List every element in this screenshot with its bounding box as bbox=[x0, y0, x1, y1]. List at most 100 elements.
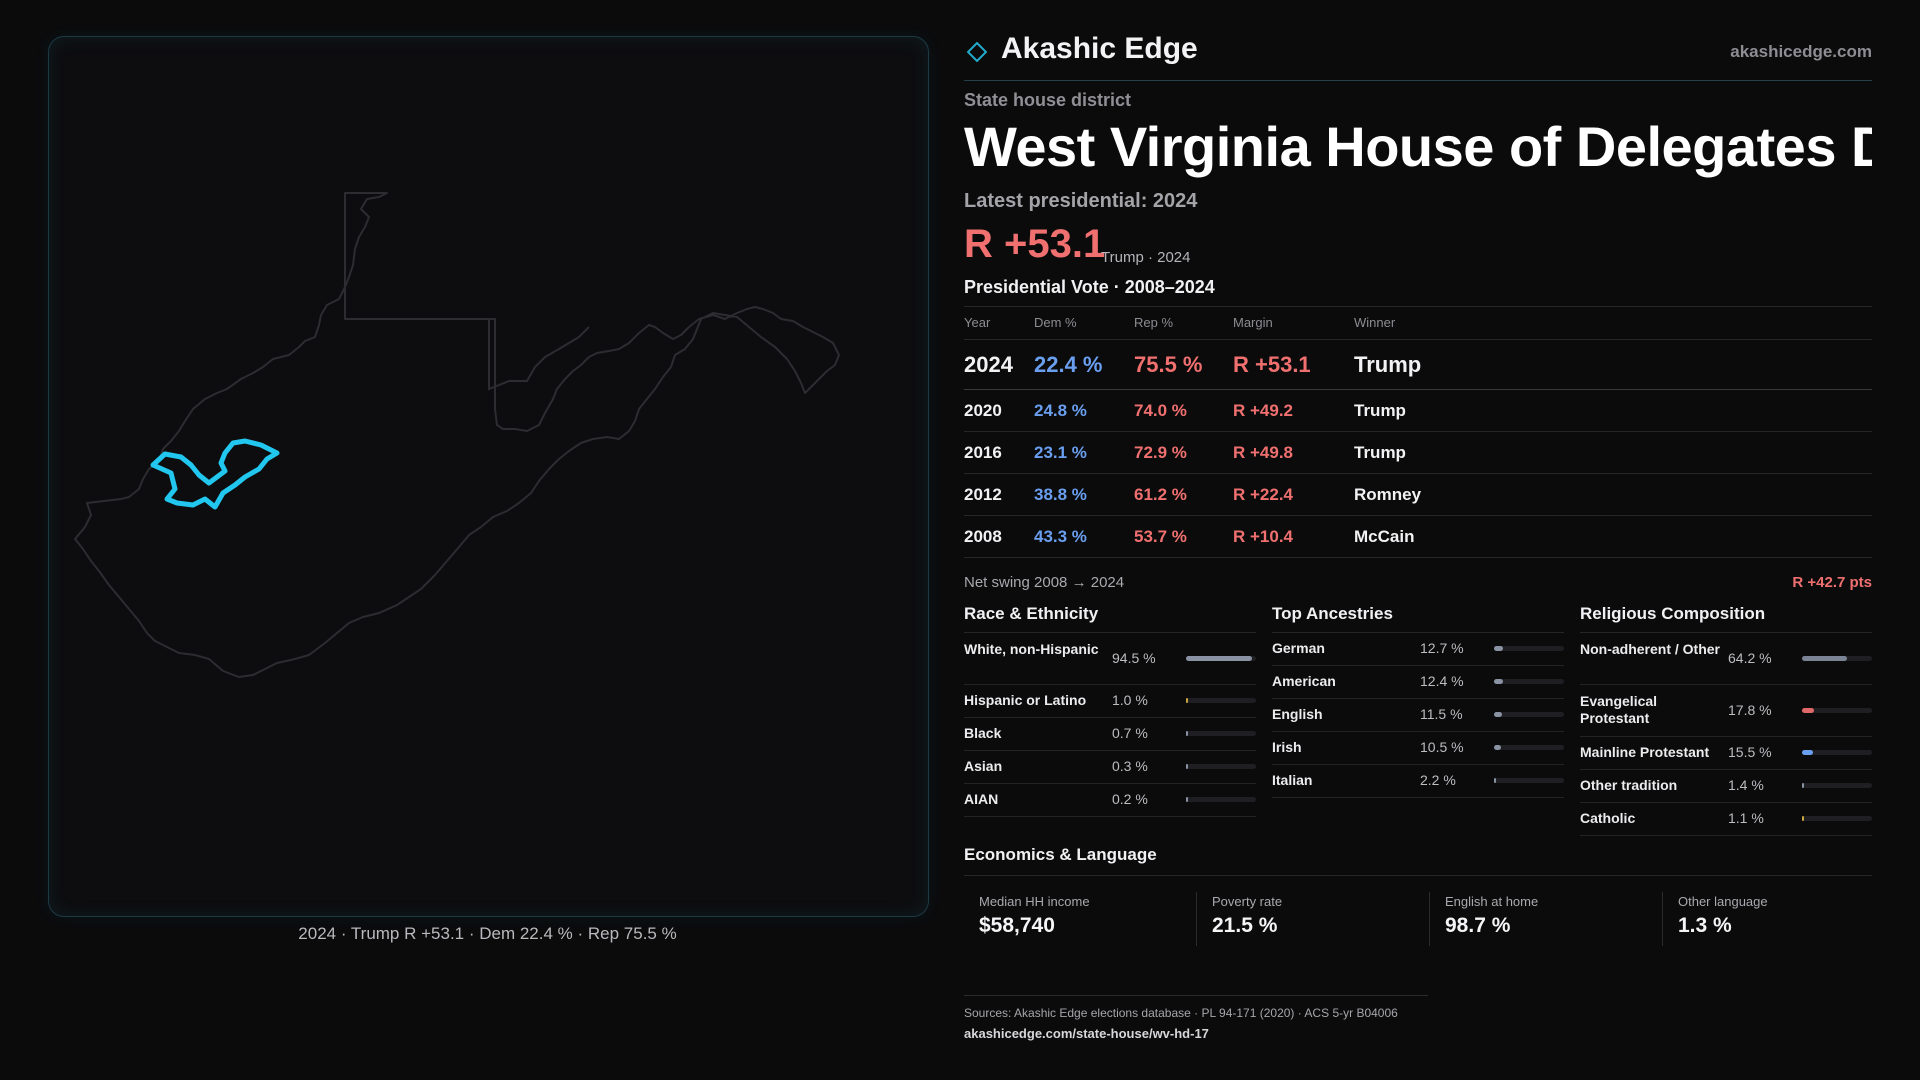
bar-fill bbox=[1802, 708, 1815, 713]
bar-fill bbox=[1494, 712, 1503, 717]
ancestry-bar bbox=[1494, 679, 1564, 684]
religion-label: Catholic bbox=[1580, 810, 1636, 826]
bar-fill bbox=[1802, 750, 1813, 755]
row-winner: Romney bbox=[1354, 485, 1422, 504]
col-dem: Dem % bbox=[1034, 315, 1077, 330]
row-winner: McCain bbox=[1354, 527, 1415, 546]
table-row: 2008 43.3 % 53.7 % R +10.4 McCain bbox=[964, 516, 1872, 558]
bar-fill bbox=[1494, 679, 1503, 684]
row-rep: 61.2 % bbox=[1134, 485, 1187, 504]
race-label: Hispanic or Latino bbox=[964, 692, 1087, 708]
district-type: State house district bbox=[964, 90, 1132, 110]
row-dem: 23.1 % bbox=[1034, 443, 1087, 462]
religion-label: Non-adherent / Other bbox=[1580, 641, 1721, 657]
religion-title: Religious Composition bbox=[1580, 602, 1872, 633]
econ-value: 1.3 % bbox=[1678, 914, 1732, 937]
bar-fill bbox=[1802, 783, 1804, 788]
race-label: Asian bbox=[964, 758, 1003, 774]
list-item: Hispanic or Latino 1.0 % bbox=[964, 685, 1256, 718]
ancestry-bar bbox=[1494, 646, 1564, 651]
district-outline[interactable] bbox=[150, 438, 280, 510]
list-item: Asian 0.3 % bbox=[964, 751, 1256, 784]
bar-fill bbox=[1802, 816, 1804, 821]
ancestry-value: 12.4 % bbox=[1420, 673, 1464, 689]
econ-label: English at home bbox=[1445, 894, 1539, 909]
col-winner: Winner bbox=[1354, 315, 1396, 330]
econ-value: 21.5 % bbox=[1212, 914, 1278, 937]
row-rep: 75.5 % bbox=[1134, 352, 1203, 377]
row-rep: 53.7 % bbox=[1134, 527, 1187, 546]
ancestry-bar bbox=[1494, 712, 1564, 717]
religion-bar bbox=[1802, 750, 1872, 755]
col-year: Year bbox=[964, 315, 991, 330]
col-rep: Rep % bbox=[1134, 315, 1174, 330]
econ-label: Median HH income bbox=[979, 894, 1090, 909]
brand-name[interactable]: Akashic Edge bbox=[1001, 32, 1198, 65]
row-dem: 22.4 % bbox=[1034, 352, 1103, 377]
table-row: 2016 23.1 % 72.9 % R +49.8 Trump bbox=[964, 432, 1872, 474]
ancestry-title: Top Ancestries bbox=[1272, 602, 1564, 633]
map-panel[interactable] bbox=[48, 36, 929, 917]
ancestry-value: 12.7 % bbox=[1420, 640, 1464, 656]
religion-value: 17.8 % bbox=[1728, 702, 1772, 718]
page-title: West Virginia House of Delegates Distr bbox=[964, 115, 1872, 178]
table-header: Year Dem % Rep % Margin Winner bbox=[964, 307, 1872, 340]
econ-stat: Median HH income $58,740 bbox=[964, 892, 1196, 948]
row-dem: 43.3 % bbox=[1034, 527, 1087, 546]
footer-link[interactable]: akashicedge.com/state-house/wv-hd-17 bbox=[964, 1026, 1209, 1041]
ancestry-value: 10.5 % bbox=[1420, 739, 1464, 755]
religion-label: Other tradition bbox=[1580, 777, 1678, 793]
vote-history-title: Presidential Vote · 2008–2024 bbox=[964, 277, 1215, 297]
list-item: Other tradition 1.4 % bbox=[1580, 770, 1872, 803]
bar-fill bbox=[1494, 745, 1502, 750]
brand-header: Akashic Edge akashicedge.com bbox=[964, 30, 1872, 81]
bar-fill bbox=[1802, 656, 1847, 661]
state-panhandle-edge bbox=[344, 193, 590, 391]
brand-url[interactable]: akashicedge.com bbox=[1730, 42, 1872, 61]
bar-fill bbox=[1494, 778, 1496, 783]
row-year: 2016 bbox=[964, 443, 1002, 462]
religion-label: Evangelical Protestant bbox=[1580, 693, 1658, 726]
race-label: Black bbox=[964, 725, 1002, 741]
divider bbox=[1662, 892, 1663, 946]
ancestry-bar bbox=[1494, 778, 1564, 783]
race-ethnicity-title: Race & Ethnicity bbox=[964, 602, 1256, 633]
row-margin: R +53.1 bbox=[1233, 352, 1311, 377]
race-value: 1.0 % bbox=[1112, 692, 1148, 708]
religion-value: 1.4 % bbox=[1728, 777, 1764, 793]
row-winner: Trump bbox=[1354, 401, 1406, 420]
bar-fill bbox=[1186, 731, 1188, 736]
state-map bbox=[74, 192, 840, 678]
latest-presidential-label: Latest presidential: 2024 bbox=[964, 190, 1198, 212]
row-year: 2012 bbox=[964, 485, 1002, 504]
econ-stat: Other language 1.3 % bbox=[1663, 892, 1872, 948]
state-outline bbox=[74, 192, 840, 678]
table-row: 2020 24.8 % 74.0 % R +49.2 Trump bbox=[964, 390, 1872, 432]
race-bar bbox=[1186, 764, 1256, 769]
map-caption: 2024 · Trump R +53.1 · Dem 22.4 % · Rep … bbox=[298, 924, 677, 943]
ancestry-section: Top Ancestries German 12.7 % American 12… bbox=[1272, 602, 1564, 798]
row-rep: 72.9 % bbox=[1134, 443, 1187, 462]
religion-bar bbox=[1802, 708, 1872, 713]
religion-value: 64.2 % bbox=[1728, 650, 1772, 666]
latest-margin-sub: Trump · 2024 bbox=[1101, 249, 1191, 266]
row-margin: R +10.4 bbox=[1233, 527, 1294, 546]
list-item: AIAN 0.2 % bbox=[964, 784, 1256, 817]
religion-bar bbox=[1802, 816, 1872, 821]
list-item: Italian 2.2 % bbox=[1272, 765, 1564, 798]
row-dem: 24.8 % bbox=[1034, 401, 1087, 420]
ancestry-label: Italian bbox=[1272, 772, 1313, 788]
economics-title: Economics & Language bbox=[964, 845, 1872, 876]
bar-fill bbox=[1186, 656, 1253, 661]
ancestry-value: 2.2 % bbox=[1420, 772, 1456, 788]
ancestry-label: Irish bbox=[1272, 739, 1302, 755]
econ-label: Other language bbox=[1678, 894, 1768, 909]
list-item: Evangelical Protestant 17.8 % bbox=[1580, 685, 1872, 737]
ancestry-value: 11.5 % bbox=[1420, 706, 1463, 722]
diamond-icon bbox=[967, 42, 987, 62]
list-item: Catholic 1.1 % bbox=[1580, 803, 1872, 836]
bar-fill bbox=[1494, 646, 1503, 651]
ancestry-label: German bbox=[1272, 640, 1325, 656]
religion-label: Mainline Protestant bbox=[1580, 744, 1710, 760]
row-year: 2024 bbox=[964, 352, 1013, 377]
